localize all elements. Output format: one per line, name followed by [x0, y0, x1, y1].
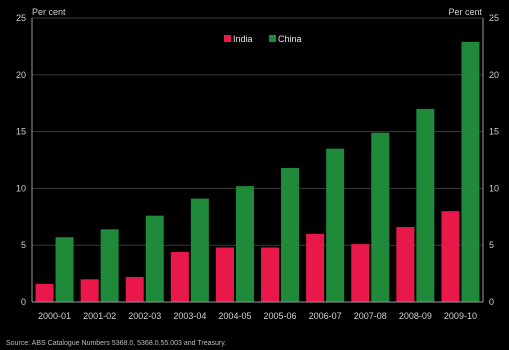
axes: 0 0 5 5 10 10 15 15 20 20 25 25 2000-01 2001-02 2002-0…	[16, 13, 499, 321]
y-tick-label-left: 0	[21, 297, 26, 307]
bar-china-2001-02	[100, 229, 119, 302]
bar-india-2006-07	[306, 233, 325, 302]
bar-china-2006-07	[326, 148, 345, 302]
y-tick-label-right: 10	[489, 183, 499, 193]
x-tick-label: 2003-04	[173, 311, 206, 321]
y-tick-label-left: 15	[16, 127, 26, 137]
y-tick-label-right: 5	[489, 240, 494, 250]
bar-india-2005-06	[261, 247, 280, 302]
bar-china-2002-03	[145, 215, 164, 302]
y-tick-label-left: 20	[16, 70, 26, 80]
y-tick-label-right: 25	[489, 13, 499, 23]
x-tick-label: 2001-02	[83, 311, 116, 321]
bar-india-2007-08	[351, 244, 370, 302]
bar-india-2009-10	[441, 211, 460, 302]
x-tick-label: 2002-03	[128, 311, 161, 321]
bar-india-2000-01	[35, 283, 54, 302]
bar-china-2009-10	[461, 41, 480, 303]
y-axis-unit-right: Per cent	[448, 7, 482, 17]
x-tick-label: 2006-07	[309, 311, 342, 321]
bar-china-2004-05	[235, 186, 254, 302]
y-tick-label-right: 20	[489, 70, 499, 80]
bar-china-2000-01	[55, 237, 74, 302]
legend-swatch-china	[269, 35, 276, 42]
y-tick-label-left: 5	[21, 240, 26, 250]
x-tick-label: 2007-08	[354, 311, 387, 321]
legend-swatch-india	[224, 35, 231, 42]
source-note: Source: ABS Catalogue Numbers 5368.0, 53…	[6, 340, 226, 347]
x-tick-label: 2005-06	[264, 311, 297, 321]
bar-india-2008-09	[396, 227, 415, 302]
bar-china-2008-09	[416, 108, 435, 302]
bars	[35, 41, 480, 303]
bar-india-2004-05	[215, 247, 234, 302]
bar-china-2003-04	[190, 198, 209, 302]
bar-china-2007-08	[371, 132, 390, 302]
bar-india-2002-03	[125, 277, 144, 302]
legend-label-india: India	[233, 34, 253, 44]
y-tick-label-right: 0	[489, 297, 494, 307]
x-tick-label: 2000-01	[38, 311, 71, 321]
y-tick-label-left: 25	[16, 13, 26, 23]
y-tick-label-left: 10	[16, 183, 26, 193]
legend: India China	[224, 34, 302, 44]
bar-china-2005-06	[281, 167, 300, 302]
legend-label-china: China	[278, 34, 302, 44]
y-axis-unit-left: Per cent	[32, 7, 66, 17]
y-tick-label-right: 15	[489, 127, 499, 137]
x-tick-label: 2009-10	[444, 311, 477, 321]
x-tick-label: 2004-05	[218, 311, 251, 321]
x-tick-label: 2008-09	[399, 311, 432, 321]
bar-india-2003-04	[170, 252, 189, 302]
bar-india-2001-02	[80, 279, 99, 302]
